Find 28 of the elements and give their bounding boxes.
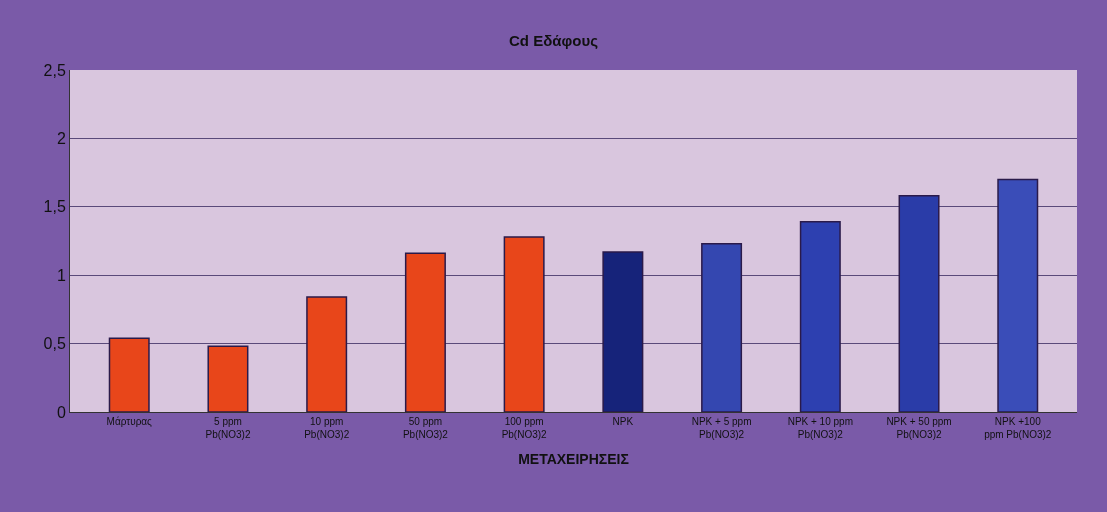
x-tick-label: NPK + 10 ppm Pb(NO3)2 — [787, 416, 853, 440]
bar — [404, 252, 446, 412]
x-tick-label: NPK — [612, 416, 634, 427]
y-tick-label: 2,5 — [43, 61, 66, 79]
y-tick-label: 1 — [56, 266, 66, 284]
bar — [701, 242, 743, 412]
y-tick-label: 1,5 — [43, 198, 66, 216]
bar — [306, 296, 348, 412]
bar — [108, 337, 150, 412]
x-tick-label: NPK + 5 ppm Pb(NO3)2 — [691, 416, 752, 440]
x-tick-label: 50 ppm Pb(NO3)2 — [402, 416, 449, 440]
bar — [503, 236, 545, 412]
bar — [799, 221, 841, 412]
y-tick-label: 2 — [56, 130, 66, 147]
bar — [898, 195, 940, 412]
x-tick-label: Μάρτυρας — [106, 416, 153, 427]
x-tick-label: NPK +100 ppm Pb(NO3)2 — [984, 416, 1052, 440]
bar — [207, 345, 249, 412]
y-tick-label: 0,5 — [43, 335, 66, 353]
bar — [602, 251, 644, 412]
x-tick-label: 100 ppm Pb(NO3)2 — [501, 416, 548, 440]
y-tick-label: 0 — [56, 403, 66, 421]
x-tick-label: 5 ppm Pb(NO3)2 — [205, 416, 251, 440]
x-tick-label: NPK + 50 ppm Pb(NO3)2 — [886, 416, 952, 440]
chart-title: Cd Εδάφους — [509, 32, 599, 50]
x-tick-label: 10 ppm Pb(NO3)2 — [304, 416, 350, 440]
x-axis-title: ΜΕΤΑΧΕΙΡΗΣΕΙΣ — [518, 451, 629, 468]
bar — [997, 178, 1039, 412]
